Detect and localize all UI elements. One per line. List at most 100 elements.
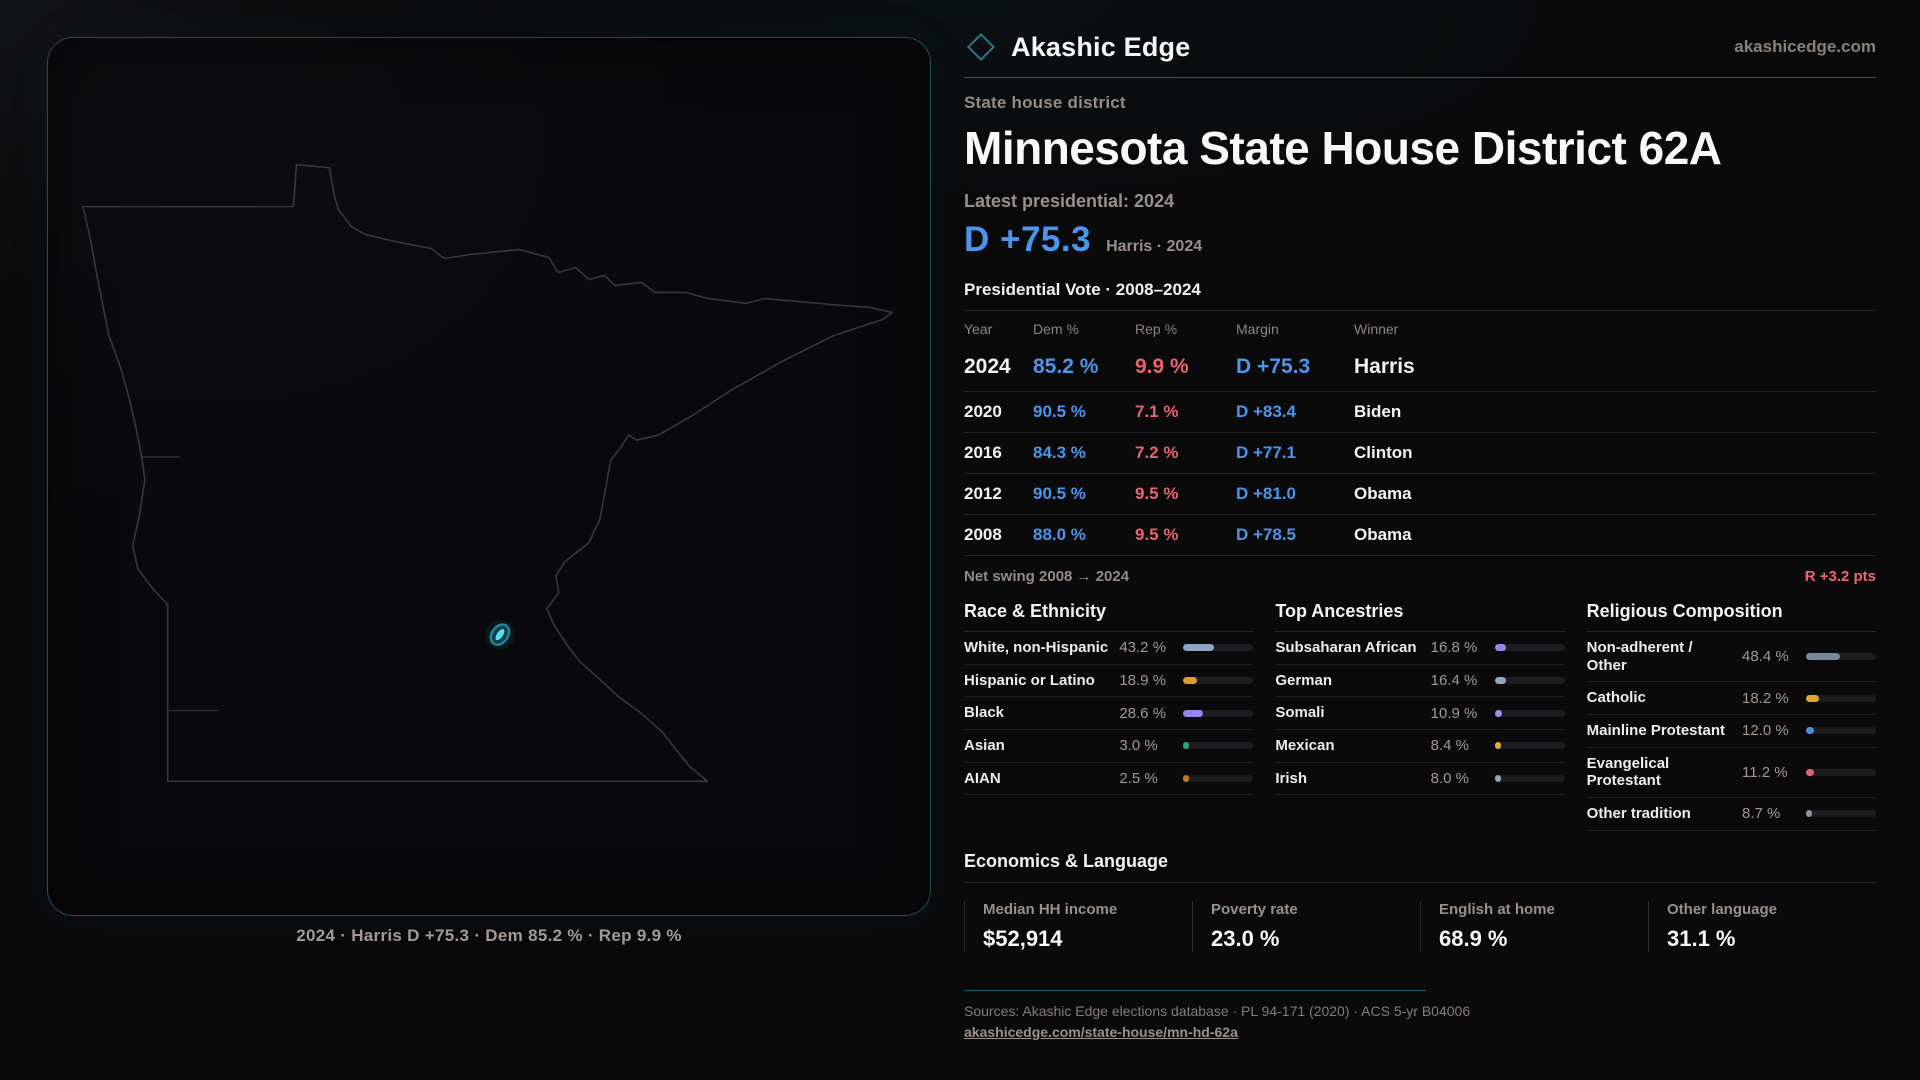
vote-winner: Harris xyxy=(1354,355,1415,378)
minnesota-map xyxy=(82,163,893,783)
diamond-logo-icon xyxy=(966,32,996,62)
district-marker xyxy=(485,619,515,650)
demographic-row: Black 28.6 % xyxy=(964,697,1254,731)
demographic-row: Mainline Protestant 12.0 % xyxy=(1586,715,1876,748)
demographic-label: Subsaharan African xyxy=(1275,639,1417,656)
economics-stat: English at home 68.9 % xyxy=(1420,900,1648,952)
vote-rep-pct: 7.1 % xyxy=(1135,402,1179,421)
demographic-bar-fill xyxy=(1494,709,1503,717)
economics-stat: Poverty rate 23.0 % xyxy=(1192,900,1420,952)
demographic-row: Irish 8.0 % xyxy=(1275,763,1565,796)
header: Akashic Edge akashicedge.com xyxy=(964,0,1876,64)
brand-domain-link[interactable]: akashicedge.com xyxy=(1734,37,1876,56)
economics-title: Economics & Language xyxy=(964,851,1876,883)
demographic-bar-fill xyxy=(1805,653,1840,661)
stat-label: Other language xyxy=(1667,900,1778,918)
vote-rep-pct: 9.5 % xyxy=(1135,484,1179,503)
header-divider xyxy=(964,77,1876,78)
report-content: Akashic Edge akashicedge.com State house… xyxy=(964,0,1876,1042)
demographic-bar-fill xyxy=(1183,775,1190,783)
stat-value: 68.9 % xyxy=(1439,925,1508,951)
demographic-label: Non-adherent / Other xyxy=(1586,639,1693,674)
footer-divider xyxy=(964,989,1426,991)
net-swing-label: Net swing 2008 → 2024 xyxy=(964,568,1130,585)
stat-label: English at home xyxy=(1439,900,1555,918)
footer-permalink[interactable]: akashicedge.com/state-house/mn-hd-62a xyxy=(964,1023,1238,1040)
demographic-row: Catholic 18.2 % xyxy=(1586,682,1876,716)
demographic-value: 18.2 % xyxy=(1741,689,1789,707)
vote-col-header: Margin xyxy=(1236,321,1279,337)
demographic-row: Mexican 8.4 % xyxy=(1275,730,1565,763)
demographic-bar-fill xyxy=(1805,810,1813,818)
demographic-label: Catholic xyxy=(1586,689,1646,707)
demographic-bar-fill xyxy=(1183,644,1214,652)
vote-table-row: 2020 90.5 % 7.1 % D +83.4 Biden xyxy=(964,392,1876,433)
vote-col-header: Winner xyxy=(1354,321,1399,337)
demographic-bar-fill xyxy=(1805,727,1815,735)
demographics-column-title: Race & Ethnicity xyxy=(964,601,1254,632)
economics-stat: Other language 31.1 % xyxy=(1648,900,1876,952)
vote-table-row: 2012 90.5 % 9.5 % D +81.0 Obama xyxy=(964,474,1876,515)
demographic-bar-track xyxy=(1805,727,1876,735)
vote-margin: D +75.3 xyxy=(1236,355,1311,378)
demographic-value: 3.0 % xyxy=(1119,737,1158,755)
page-title: Minnesota State House District 62A xyxy=(964,122,1722,174)
vote-dem-pct: 84.3 % xyxy=(1033,443,1086,462)
demographic-row: Subsaharan African 16.8 % xyxy=(1275,632,1565,665)
demographic-row: Evangelical Protestant 11.2 % xyxy=(1586,748,1876,799)
stat-value: 31.1 % xyxy=(1667,925,1736,951)
demographic-value: 11.2 % xyxy=(1741,763,1788,781)
demographics-columns: Race & Ethnicity White, non-Hispanic 43.… xyxy=(964,601,1876,831)
net-swing-row: Net swing 2008 → 2024 R +3.2 pts xyxy=(964,556,1876,589)
net-swing-value: R +3.2 pts xyxy=(1804,568,1876,585)
vote-margin: D +77.1 xyxy=(1236,443,1297,462)
demographic-label: German xyxy=(1275,671,1333,689)
demographic-bar-fill xyxy=(1494,677,1507,685)
vote-margin: D +83.4 xyxy=(1236,402,1297,421)
demographic-bar-track xyxy=(1183,709,1254,717)
headline-margin-row: D +75.3 Harris · 2024 xyxy=(964,220,1876,260)
demographic-value: 2.5 % xyxy=(1119,770,1158,788)
demographic-label: White, non-Hispanic xyxy=(964,639,1109,656)
vote-year: 2020 xyxy=(964,402,1002,421)
vote-rep-pct: 9.9 % xyxy=(1135,355,1189,378)
demographics-column-title: Top Ancestries xyxy=(1275,601,1565,632)
vote-year: 2016 xyxy=(964,443,1002,462)
demographic-label: Mexican xyxy=(1275,737,1335,755)
footer-sources: Sources: Akashic Edge elections database… xyxy=(964,1002,1471,1019)
vote-rep-pct: 9.5 % xyxy=(1135,525,1179,544)
vote-table-header: Year Dem % Rep % Margin Winner xyxy=(964,311,1876,343)
demographic-bar-fill xyxy=(1805,694,1819,702)
demographic-bar-track xyxy=(1494,677,1565,685)
demographic-bar-fill xyxy=(1494,644,1507,652)
demographics-column: Race & Ethnicity White, non-Hispanic 43.… xyxy=(964,601,1254,831)
vote-dem-pct: 90.5 % xyxy=(1033,402,1086,421)
vote-winner: Biden xyxy=(1354,402,1402,421)
demographic-label: Black xyxy=(964,704,1005,722)
demographics-column: Religious Composition Non-adherent / Oth… xyxy=(1586,601,1876,831)
vote-margin: D +78.5 xyxy=(1236,525,1297,544)
demographic-label: Hispanic or Latino xyxy=(964,671,1095,689)
demographics-rows: Non-adherent / Other 48.4 % Catholic 18.… xyxy=(1586,632,1876,831)
state-map-panel xyxy=(47,37,931,916)
demographic-value: 16.4 % xyxy=(1430,672,1478,690)
demographic-row: Non-adherent / Other 48.4 % xyxy=(1586,632,1876,683)
demographic-bar-track xyxy=(1805,810,1876,818)
demographic-bar-track xyxy=(1494,775,1565,783)
stat-label: Poverty rate xyxy=(1211,900,1298,918)
demographic-bar-fill xyxy=(1494,775,1501,783)
demographic-bar-track xyxy=(1183,644,1254,652)
vote-col-header: Year xyxy=(964,321,993,337)
vote-table-row: 2008 88.0 % 9.5 % D +78.5 Obama xyxy=(964,515,1876,556)
demographic-label: Evangelical Protestant xyxy=(1586,754,1670,790)
demographic-bar-track xyxy=(1183,677,1254,685)
demographic-label: Asian xyxy=(964,737,1005,755)
state-outline xyxy=(82,163,893,783)
demographic-bar-track xyxy=(1494,742,1565,750)
vote-year: 2012 xyxy=(964,484,1002,503)
headline-margin-subtitle: Harris · 2024 xyxy=(1106,238,1203,255)
demographic-row: Somali 10.9 % xyxy=(1275,697,1565,731)
vote-winner: Obama xyxy=(1354,484,1412,503)
demographic-row: German 16.4 % xyxy=(1275,665,1565,698)
